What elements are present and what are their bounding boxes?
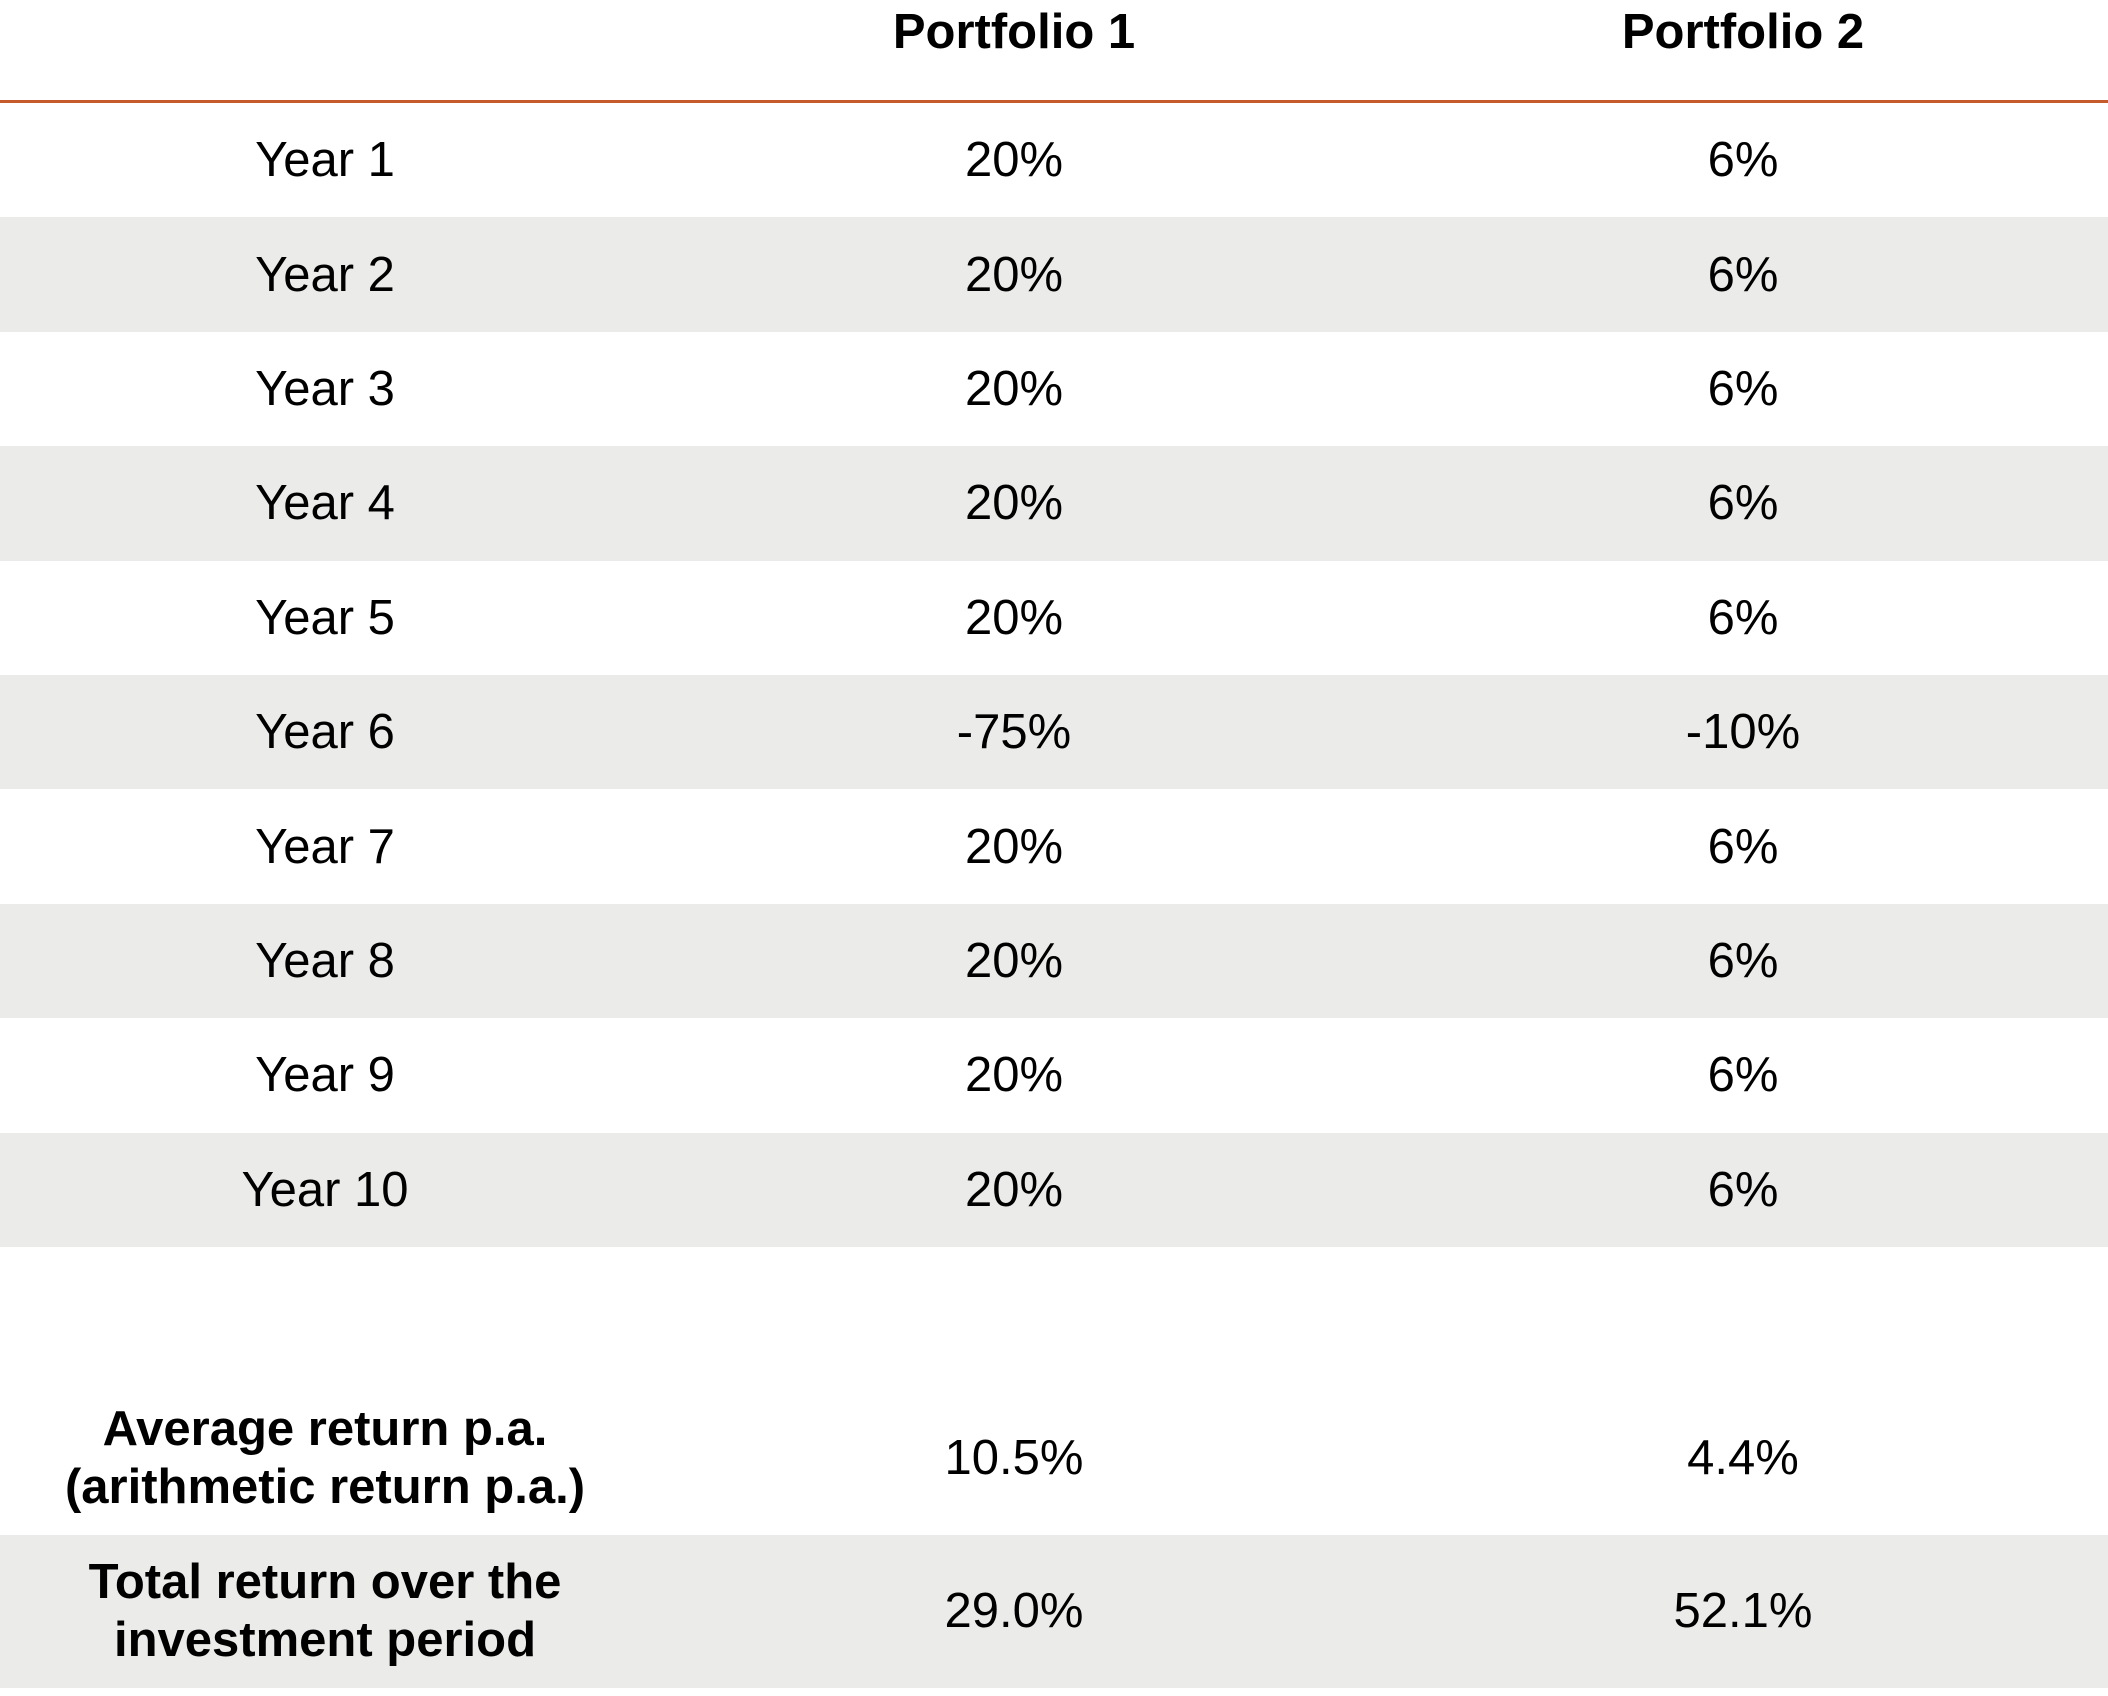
year-label: Year 2 <box>255 247 395 302</box>
portfolio-1-value: 20% <box>964 247 1064 302</box>
portfolio-2-value: 6% <box>1707 1162 1779 1217</box>
header-portfolio-1: Portfolio 1 <box>892 5 1136 59</box>
portfolio-1-value: 20% <box>964 819 1064 874</box>
portfolio-1-value: 20% <box>964 590 1064 645</box>
portfolio-1-value: 10.5% <box>944 1431 1084 1486</box>
portfolio-2-value: -10% <box>1685 705 1801 760</box>
portfolio-2-value: 6% <box>1707 933 1779 988</box>
table-row: Year 9 20% 6% <box>0 1018 2108 1132</box>
portfolio-2-value: 4.4% <box>1687 1431 1799 1486</box>
table-row: Year 6 -75% -10% <box>0 674 2108 790</box>
portfolio-1-value: -75% <box>956 705 1072 760</box>
year-label: Year 8 <box>255 933 395 988</box>
table-row: Year 5 20% 6% <box>0 561 2108 675</box>
portfolio-1-value: 20% <box>964 476 1064 531</box>
header-portfolio-2: Portfolio 2 <box>1621 5 1865 59</box>
portfolio-2-value: 6% <box>1707 361 1779 416</box>
portfolio-1-value: 20% <box>964 1048 1064 1103</box>
portfolio-1-value: 20% <box>964 933 1064 988</box>
portfolio-1-value: 20% <box>964 1162 1064 1217</box>
summary-label-line: (arithmetic return p.a.) <box>64 1460 586 1515</box>
year-label: Year 6 <box>255 705 395 760</box>
header-cell-blank <box>0 60 650 100</box>
table-row: Year 10 20% 6% <box>0 1132 2108 1247</box>
table-row: Year 2 20% 6% <box>0 217 2108 332</box>
year-label: Year 1 <box>255 133 395 188</box>
year-label: Year 10 <box>241 1162 409 1217</box>
portfolio-1-value: 20% <box>964 133 1064 188</box>
year-label: Year 7 <box>255 819 395 874</box>
table-header: Portfolio 1 Portfolio 2 <box>0 0 2108 103</box>
year-label: Year 5 <box>255 590 395 645</box>
portfolio-1-value: 29.0% <box>944 1584 1084 1639</box>
portfolio-2-value: 6% <box>1707 133 1779 188</box>
table-row: Year 8 20% 6% <box>0 903 2108 1019</box>
year-label: Year 4 <box>255 476 395 531</box>
portfolio-2-value: 6% <box>1707 476 1779 531</box>
summary-row-total: Total return over the investment period … <box>0 1534 2108 1688</box>
portfolio-2-value: 52.1% <box>1673 1584 1813 1639</box>
summary-label-line: investment period <box>113 1613 537 1668</box>
summary-row-average: Average return p.a. (arithmetic return p… <box>0 1382 2108 1535</box>
summary-label: Total return over the investment period <box>0 1553 650 1669</box>
table-row: Year 1 20% 6% <box>0 103 2108 217</box>
portfolio-2-value: 6% <box>1707 247 1779 302</box>
portfolio-2-value: 6% <box>1707 819 1779 874</box>
table-row: Year 3 20% 6% <box>0 332 2108 446</box>
summary-label-line: Average return p.a. <box>102 1402 548 1457</box>
year-label: Year 9 <box>255 1048 395 1103</box>
portfolio-1-value: 20% <box>964 361 1064 416</box>
summary-label-line: Total return over the <box>88 1555 562 1610</box>
table-row: Year 7 20% 6% <box>0 789 2108 903</box>
table-row: Year 4 20% 6% <box>0 446 2108 561</box>
portfolio-2-value: 6% <box>1707 590 1779 645</box>
year-label: Year 3 <box>255 361 395 416</box>
summary-label: Average return p.a. (arithmetic return p… <box>0 1400 650 1516</box>
table-spacer <box>0 1247 2108 1382</box>
portfolio-2-value: 6% <box>1707 1048 1779 1103</box>
